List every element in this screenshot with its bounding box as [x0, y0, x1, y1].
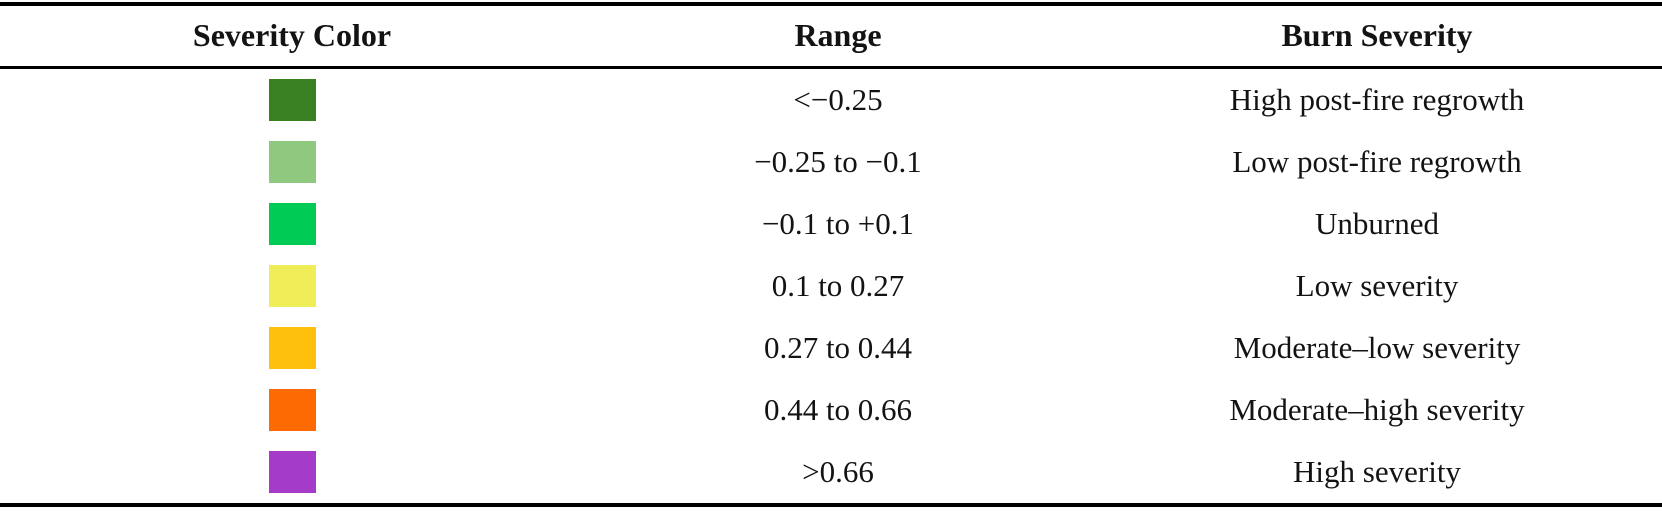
severity-color-cell: [0, 451, 584, 493]
severity-color-cell: [0, 141, 584, 183]
burn-severity-cell: Unburned: [1315, 205, 1439, 241]
range-cell: <−0.25: [793, 81, 883, 117]
color-swatch: [268, 389, 316, 431]
table-row: <−0.25 High post-fire regrowth: [0, 69, 1662, 131]
range-cell: −0.1 to +0.1: [761, 205, 915, 241]
severity-color-cell: [0, 265, 584, 307]
range-cell: 0.1 to 0.27: [771, 267, 905, 303]
range-cell: 0.44 to 0.66: [763, 391, 913, 427]
burn-severity-cell: Low post-fire regrowth: [1232, 143, 1522, 179]
burn-severity-cell: High severity: [1293, 453, 1461, 489]
table-bottom-rule: [0, 503, 1662, 507]
table-row: >0.66 High severity: [0, 441, 1662, 503]
column-header-burn-severity: Burn Severity: [1281, 17, 1473, 54]
severity-color-cell: [0, 327, 584, 369]
color-swatch: [268, 451, 316, 493]
color-swatch: [268, 265, 316, 307]
table-row: 0.44 to 0.66 Moderate–high severity: [0, 379, 1662, 441]
severity-color-cell: [0, 203, 584, 245]
severity-color-cell: [0, 79, 584, 121]
range-cell: −0.25 to −0.1: [754, 143, 922, 179]
burn-severity-cell: Low severity: [1295, 267, 1459, 303]
burn-severity-cell: High post-fire regrowth: [1229, 81, 1525, 117]
severity-color-cell: [0, 389, 584, 431]
color-swatch: [268, 141, 316, 183]
color-swatch: [268, 327, 316, 369]
table-row: 0.27 to 0.44 Moderate–low severity: [0, 317, 1662, 379]
column-header-severity-color: Severity Color: [192, 17, 392, 54]
table-header-rule: [0, 66, 1662, 69]
burn-severity-cell: Moderate–high severity: [1229, 391, 1525, 427]
table-header-row: Severity Color Range Burn Severity: [0, 6, 1662, 66]
color-swatch: [268, 203, 316, 245]
range-cell: >0.66: [802, 453, 874, 489]
color-swatch: [268, 79, 316, 121]
table-row: 0.1 to 0.27 Low severity: [0, 255, 1662, 317]
table-top-rule: [0, 2, 1662, 6]
column-header-range: Range: [794, 17, 882, 54]
burn-severity-cell: Moderate–low severity: [1233, 329, 1521, 365]
table-row: −0.25 to −0.1 Low post-fire regrowth: [0, 131, 1662, 193]
range-cell: 0.27 to 0.44: [763, 329, 913, 365]
table-row: −0.1 to +0.1 Unburned: [0, 193, 1662, 255]
